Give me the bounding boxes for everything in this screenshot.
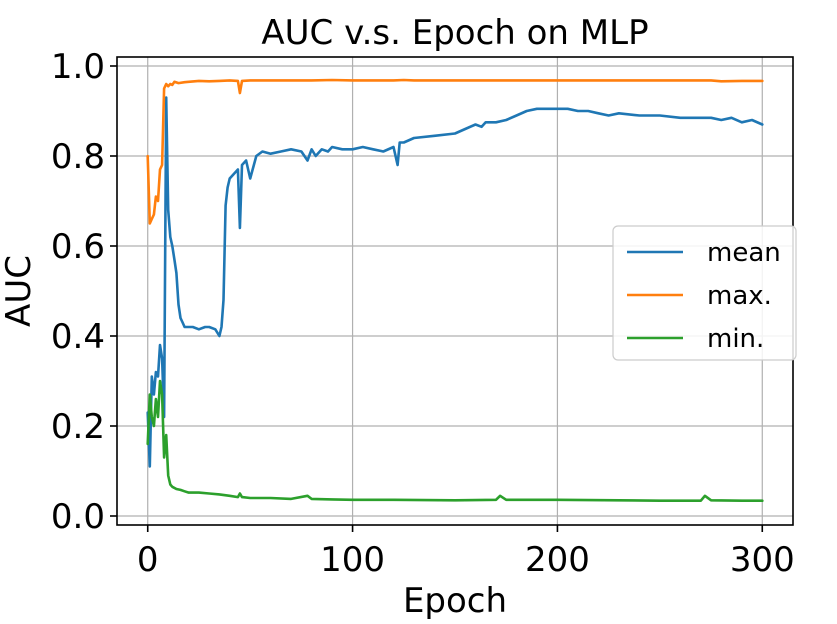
y-tick-label: 1.0	[51, 47, 105, 87]
y-tick-label: 0.2	[51, 407, 105, 447]
series-line-mean	[146, 96, 764, 468]
y-tick-label: 0.6	[51, 227, 105, 267]
y-tick-label: 0.8	[51, 137, 105, 177]
y-tick-label: 0.4	[51, 317, 105, 357]
x-axis-title: Epoch	[403, 581, 507, 621]
x-tick-label: 0	[137, 540, 159, 580]
grid-lines	[117, 57, 793, 525]
chart-title: AUC v.s. Epoch on MLP	[261, 13, 648, 53]
legend-label: max.	[707, 281, 772, 311]
x-tick-label: 100	[320, 540, 385, 580]
series-line-max	[146, 78, 764, 225]
legend: mean max. min.	[612, 225, 797, 361]
y-tick-label: 0.0	[51, 497, 105, 537]
y-axis-title: AUC	[0, 255, 39, 327]
legend-label: mean	[707, 238, 781, 268]
x-tick-label: 300	[730, 540, 795, 580]
series-lines	[146, 78, 764, 503]
x-tick-label: 200	[525, 540, 590, 580]
series-line-min	[146, 379, 764, 503]
legend-box	[612, 225, 797, 361]
legend-label: min.	[707, 324, 764, 354]
axis-ticks: 0 100 200 300 0.0 0.2 0.4 0.6 0.8 1.0	[51, 47, 795, 580]
